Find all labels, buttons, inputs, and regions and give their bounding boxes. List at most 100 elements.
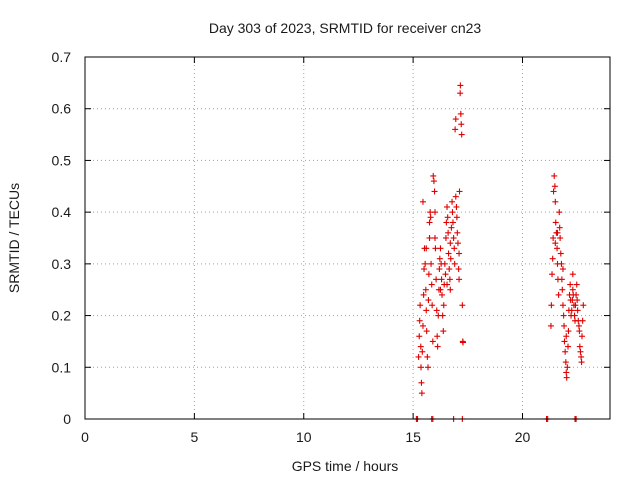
data-point bbox=[571, 312, 578, 319]
data-point bbox=[445, 250, 452, 257]
data-point bbox=[447, 240, 454, 247]
data-point bbox=[419, 322, 426, 329]
data-point bbox=[454, 240, 461, 247]
data-point bbox=[440, 328, 447, 335]
data-point bbox=[573, 291, 580, 298]
data-point bbox=[439, 312, 446, 319]
data-point bbox=[422, 260, 429, 267]
data-point bbox=[565, 343, 571, 350]
data-point bbox=[430, 172, 437, 179]
data-point bbox=[453, 203, 460, 210]
data-point bbox=[447, 286, 454, 293]
data-point bbox=[444, 281, 451, 288]
data-point bbox=[456, 276, 463, 283]
data-point bbox=[436, 255, 443, 262]
y-tick-label: 0 bbox=[63, 411, 71, 427]
data-point bbox=[575, 322, 582, 329]
data-point bbox=[555, 291, 562, 298]
data-point bbox=[430, 178, 437, 185]
data-point bbox=[438, 276, 445, 283]
x-tick-label: 20 bbox=[515, 429, 531, 445]
data-point bbox=[574, 307, 581, 314]
data-point bbox=[427, 214, 434, 221]
data-point bbox=[418, 364, 424, 371]
data-point bbox=[457, 110, 464, 117]
data-point bbox=[425, 271, 432, 278]
data-point bbox=[457, 90, 464, 97]
y-tick-label: 0.2 bbox=[52, 308, 72, 324]
data-point bbox=[552, 240, 559, 247]
data-point bbox=[417, 343, 424, 350]
data-point bbox=[448, 224, 455, 231]
data-point bbox=[449, 198, 456, 205]
data-point bbox=[565, 328, 572, 335]
data-point bbox=[457, 82, 464, 89]
data-point bbox=[439, 291, 445, 298]
data-point bbox=[432, 245, 439, 252]
data-point bbox=[421, 266, 428, 273]
data-point bbox=[547, 322, 554, 329]
data-point bbox=[449, 209, 456, 216]
x-axis-label: GPS time / hours bbox=[292, 458, 399, 474]
data-point bbox=[557, 235, 564, 241]
data-point bbox=[557, 250, 564, 257]
data-point bbox=[569, 286, 576, 293]
data-point bbox=[458, 121, 465, 128]
data-point bbox=[423, 307, 430, 314]
data-point bbox=[450, 235, 457, 241]
data-point bbox=[561, 322, 568, 329]
data-point bbox=[558, 260, 565, 267]
data-point bbox=[423, 328, 430, 335]
data-point bbox=[452, 126, 459, 133]
data-point bbox=[447, 255, 454, 262]
data-point bbox=[578, 359, 585, 366]
data-point bbox=[437, 245, 444, 252]
data-point bbox=[568, 307, 575, 314]
data-point bbox=[419, 348, 426, 355]
data-point bbox=[426, 219, 433, 226]
data-point bbox=[445, 229, 452, 236]
data-point bbox=[428, 260, 435, 267]
data-point bbox=[559, 286, 566, 293]
data-point bbox=[548, 302, 555, 309]
data-point bbox=[577, 348, 584, 355]
data-point bbox=[425, 364, 431, 371]
data-point bbox=[452, 193, 459, 200]
data-point bbox=[574, 297, 581, 304]
grid bbox=[85, 57, 610, 419]
data-point bbox=[576, 328, 583, 335]
x-tick-label: 5 bbox=[190, 429, 198, 445]
data-point bbox=[434, 343, 441, 350]
data-point bbox=[554, 229, 561, 236]
data-point bbox=[443, 219, 450, 226]
data-point bbox=[455, 266, 462, 273]
data-point bbox=[444, 203, 451, 210]
axes: 0 5 10 15 20 0 0.1 0.2 0.3 0.4 0.5 0.6 0.7 bbox=[52, 49, 610, 445]
data-point bbox=[446, 276, 453, 283]
data-point bbox=[453, 214, 460, 221]
data-point bbox=[561, 338, 568, 345]
data-point bbox=[419, 198, 426, 205]
data-point bbox=[556, 209, 563, 216]
data-point bbox=[552, 198, 559, 205]
data-point bbox=[550, 235, 557, 241]
data-point bbox=[418, 390, 425, 397]
data-point bbox=[429, 302, 436, 309]
data-point bbox=[551, 183, 558, 190]
data-point bbox=[559, 266, 566, 273]
data-point bbox=[578, 353, 585, 360]
data-point bbox=[416, 333, 423, 340]
y-tick-label: 0.7 bbox=[52, 49, 72, 65]
data-point bbox=[567, 281, 574, 288]
data-point bbox=[422, 286, 429, 293]
data-point bbox=[449, 219, 456, 226]
data-point bbox=[559, 302, 566, 309]
data-point bbox=[576, 343, 583, 350]
data-point bbox=[562, 359, 569, 366]
data-point bbox=[434, 333, 441, 340]
data-point bbox=[444, 214, 451, 221]
y-tick-label: 0.5 bbox=[52, 152, 72, 168]
data-point bbox=[433, 276, 440, 283]
data-point bbox=[446, 266, 453, 273]
